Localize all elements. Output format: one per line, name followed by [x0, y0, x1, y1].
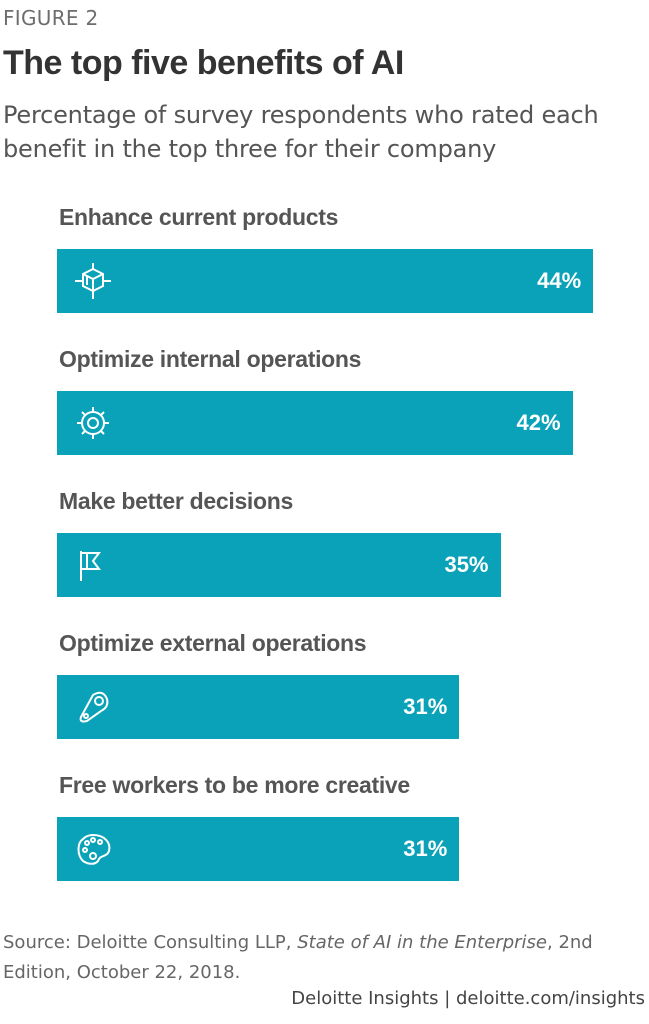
- value-label: 31%: [403, 836, 448, 861]
- chart-title: The top five benefits of AI: [3, 44, 404, 82]
- palette-icon: [77, 833, 111, 865]
- figure-label: FIGURE 2: [3, 6, 99, 30]
- tag-icon: [79, 691, 109, 723]
- source-suffix: , 2nd Edition, October 22, 2018.: [3, 932, 593, 983]
- bar: 44%: [57, 249, 594, 313]
- value-label: 44%: [537, 268, 582, 293]
- category-label: Free workers to be more creative: [59, 772, 410, 798]
- source-prefix: Source: Deloitte Consulting LLP,: [3, 932, 298, 953]
- footer-credit: Deloitte Insights | deloitte.com/insight…: [291, 988, 645, 1009]
- chart-subtitle: Percentage of survey respondents who rat…: [3, 101, 599, 163]
- category-label: Enhance current products: [59, 204, 339, 230]
- gear-icon: [77, 407, 109, 439]
- category-label: Optimize external operations: [59, 630, 367, 656]
- source-title: State of AI in the Enterprise: [297, 932, 547, 953]
- bar: 31%: [57, 817, 460, 881]
- flag-icon: [80, 551, 101, 581]
- category-label: Make better decisions: [59, 488, 294, 514]
- bar: 31%: [57, 675, 460, 739]
- bar: 35%: [57, 533, 501, 597]
- bar: 42%: [57, 391, 573, 455]
- value-label: 31%: [403, 694, 448, 719]
- value-label: 42%: [516, 410, 561, 435]
- cube-icon: [75, 263, 111, 299]
- value-label: 35%: [444, 552, 489, 577]
- source-note: Source: Deloitte Consulting LLP, State o…: [3, 928, 649, 988]
- category-label: Optimize internal operations: [59, 346, 362, 372]
